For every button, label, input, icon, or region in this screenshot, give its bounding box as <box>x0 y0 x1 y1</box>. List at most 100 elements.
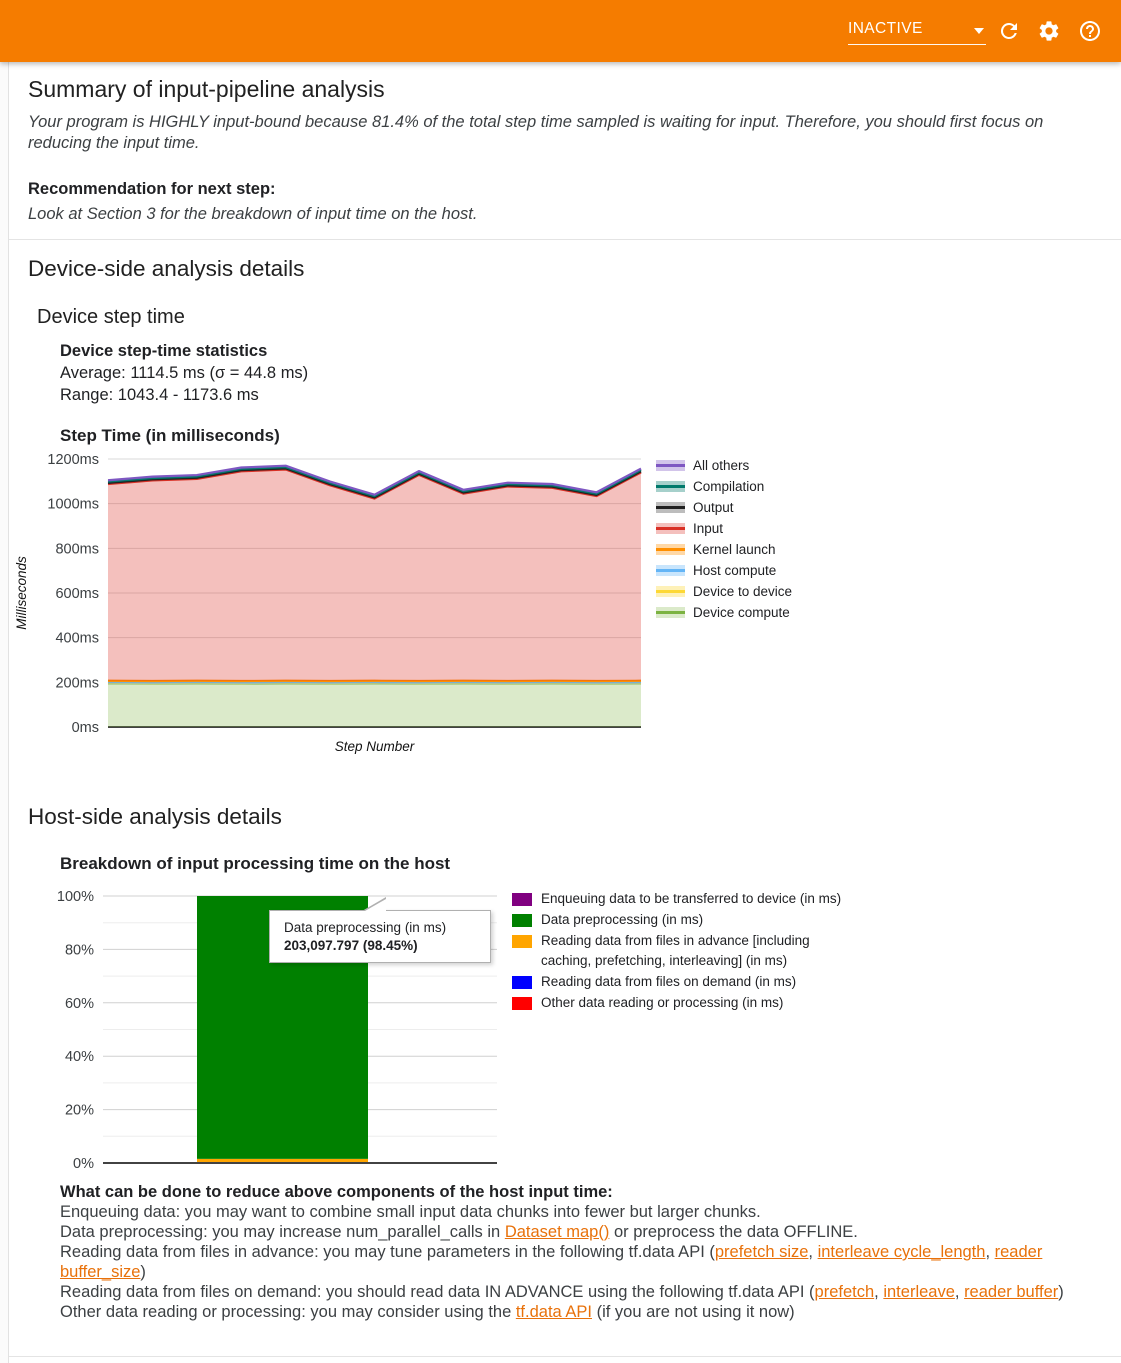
device-step-time-stats: Device step-time statistics Average: 111… <box>60 340 308 406</box>
link-tf-data-api[interactable]: tf.data API <box>515 1303 592 1321</box>
legend-item-other-data-reading-or-processing-in-ms-: Other data reading or processing (in ms) <box>512 993 841 1013</box>
legend-swatch <box>656 606 685 618</box>
legend-item-reading-data-from-files-on-demand-in-ms-: Reading data from files on demand (in ms… <box>512 972 841 992</box>
refresh-icon <box>1000 22 1017 39</box>
svg-text:80%: 80% <box>65 942 94 958</box>
svg-text:Step Number: Step Number <box>335 739 415 754</box>
svg-text:1200ms: 1200ms <box>47 452 99 468</box>
bar-segment-reading-data-from-files-in-advance-inclu <box>197 1158 368 1163</box>
legend-label: Data preprocessing (in ms) <box>541 912 704 927</box>
legend-label: Device compute <box>693 604 790 620</box>
device-step-time-chart[interactable]: 0ms 200ms 400ms 600ms 800ms 1000ms 1200ms Milli… <box>10 448 660 760</box>
svg-text:40%: 40% <box>65 1049 94 1065</box>
svg-text:20%: 20% <box>65 1103 94 1119</box>
svg-text:1000ms: 1000ms <box>47 497 99 513</box>
legend-item-reading-data-from-files-in-advance-inclu: Reading data from files in advance [incl… <box>512 931 841 971</box>
legend-label: Host compute <box>693 562 777 578</box>
legend-item-input: Input <box>656 520 792 536</box>
help-icon <box>1080 21 1100 41</box>
summary-section: Summary of input-pipeline analysis Your … <box>28 76 1084 225</box>
svg-text:0ms: 0ms <box>72 720 99 736</box>
run-status-value: INACTIVE <box>848 20 923 37</box>
svg-text:400ms: 400ms <box>55 631 99 647</box>
recommendation-text: Look at Section 3 for the breakdown of i… <box>28 205 478 223</box>
bottom-divider <box>9 1356 1121 1357</box>
legend-label: Compilation <box>693 478 765 494</box>
link-reader-buffer-size[interactable]: reader buffer_size <box>60 1243 1043 1281</box>
legend-swatch <box>512 997 532 1010</box>
settings-button[interactable] <box>1035 17 1063 45</box>
stats-average: Average: 1114.5 ms (σ = 44.8 ms) <box>60 364 309 382</box>
host-input-tips: What can be done to reduce above compone… <box>60 1182 1074 1322</box>
area-band-device-compute <box>108 683 641 727</box>
legend-item-output: Output <box>656 499 792 515</box>
tooltip-value: 203,097.797 (98.45%) <box>284 938 418 953</box>
device-step-time-title: Device step time <box>37 306 185 328</box>
help-button[interactable] <box>1076 17 1104 45</box>
tip-line: Other data reading or processing: you ma… <box>60 1303 795 1321</box>
link-interleave-cycle-length[interactable]: interleave cycle_length <box>817 1243 986 1261</box>
host-chart-title: Breakdown of input processing time on th… <box>60 854 451 873</box>
legend-swatch <box>656 543 685 555</box>
legend-item-compilation: Compilation <box>656 478 792 494</box>
legend-label: Reading data from files on demand (in ms… <box>541 974 797 989</box>
device-chart-legend: All others Compilation Output Input Kernel l… <box>656 457 792 625</box>
legend-swatch <box>512 976 532 989</box>
app-toolbar: INACTIVE <box>0 0 1121 62</box>
recommendation-label: Recommendation for next step: <box>28 180 276 198</box>
legend-label: Reading data from files in advance [incl… <box>541 933 810 968</box>
legend-swatch <box>512 935 532 948</box>
legend-item-host-compute: Host compute <box>656 562 792 578</box>
svg-text:60%: 60% <box>65 996 94 1012</box>
area-band-input <box>108 469 641 681</box>
tip-line: Reading data from files on demand: you s… <box>60 1283 1064 1301</box>
tips-lines: Enqueuing data: you may want to combine … <box>60 1202 1074 1322</box>
link-dataset-map-[interactable]: Dataset map() <box>504 1223 610 1241</box>
host-section-title: Host-side analysis details <box>28 804 282 829</box>
chevron-down-icon <box>974 28 984 34</box>
tip-line: Enqueuing data: you may want to combine … <box>60 1203 761 1221</box>
tooltip-series-name: Data preprocessing (in ms) <box>284 920 447 935</box>
legend-label: Output <box>693 499 734 515</box>
legend-swatch <box>656 522 685 534</box>
legend-swatch <box>656 480 685 492</box>
legend-item-enqueuing-data-to-be-transferred-to-devi: Enqueuing data to be transferred to devi… <box>512 889 841 909</box>
legend-item-data-preprocessing-in-ms-: Data preprocessing (in ms) <box>512 910 841 930</box>
legend-label: Input <box>693 520 724 536</box>
svg-text:Milliseconds: Milliseconds <box>14 556 29 630</box>
summary-text: Your program is HIGHLY input-bound becau… <box>28 113 1044 152</box>
legend-swatch <box>656 459 685 471</box>
gear-icon <box>1039 21 1059 41</box>
legend-label: All others <box>693 457 750 473</box>
refresh-button[interactable] <box>995 17 1023 45</box>
device-chart-title: Step Time (in milliseconds) <box>60 426 280 445</box>
svg-text:600ms: 600ms <box>55 586 99 602</box>
link-prefetch[interactable]: prefetch <box>814 1283 875 1301</box>
legend-item-all-others: All others <box>656 457 792 473</box>
legend-label: Enqueuing data to be transferred to devi… <box>541 891 842 906</box>
page-title: Summary of input-pipeline analysis <box>28 76 385 102</box>
legend-label: Kernel launch <box>693 541 776 557</box>
tips-heading: What can be done to reduce above compone… <box>60 1183 613 1201</box>
svg-text:100%: 100% <box>57 889 94 905</box>
run-status-dropdown[interactable]: INACTIVE <box>848 14 986 45</box>
legend-item-device-to-device: Device to device <box>656 583 792 599</box>
page-left-gutter <box>0 62 9 1363</box>
link-prefetch-size[interactable]: prefetch size <box>714 1243 809 1261</box>
stats-title: Device step-time statistics <box>60 342 268 360</box>
stats-range: Range: 1043.4 - 1173.6 ms <box>60 386 259 404</box>
section-divider <box>9 239 1121 240</box>
link-interleave[interactable]: interleave <box>883 1283 955 1301</box>
tip-line: Data preprocessing: you may increase num… <box>60 1223 858 1241</box>
legend-label: Device to device <box>693 583 793 599</box>
legend-swatch <box>656 585 685 597</box>
host-chart-legend: Enqueuing data to be transferred to devi… <box>512 889 841 1014</box>
legend-swatch <box>656 564 685 576</box>
link-reader-buffer[interactable]: reader buffer <box>964 1283 1059 1301</box>
svg-text:0%: 0% <box>73 1156 94 1172</box>
legend-swatch <box>656 501 685 513</box>
tip-line: Reading data from files in advance: you … <box>60 1243 1043 1281</box>
chart-tooltip: Data preprocessing (in ms) 203,097.797 (… <box>269 897 491 963</box>
legend-item-device-compute: Device compute <box>656 604 792 620</box>
